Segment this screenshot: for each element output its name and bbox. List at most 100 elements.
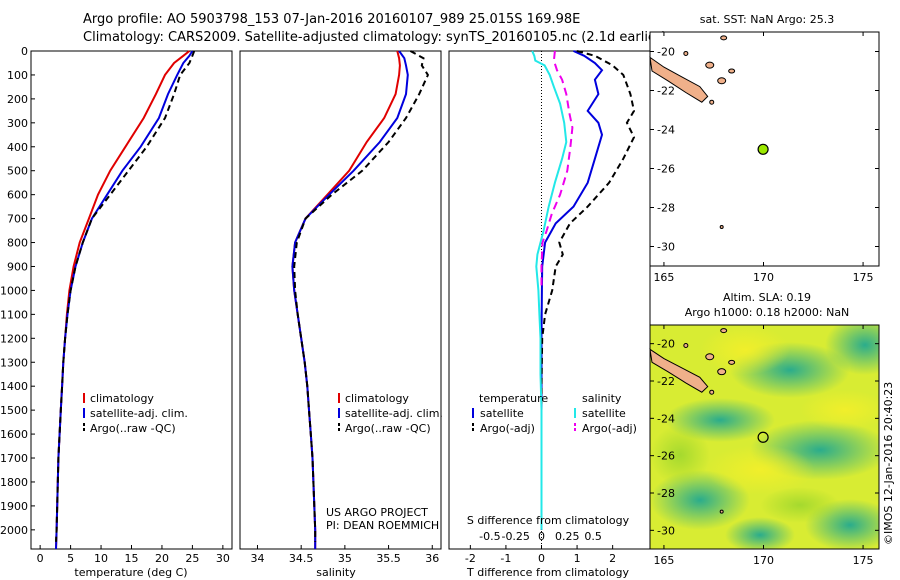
- argo-float-marker: [757, 143, 769, 155]
- legend-title-salinity: salinity: [582, 392, 622, 405]
- legend-label-satellite-t: satellite: [480, 407, 524, 420]
- temperature-xlabel: temperature (deg C): [74, 566, 187, 579]
- t-difference-xlabel: T difference from climatology: [466, 566, 629, 579]
- sst-map-land: [649, 35, 736, 229]
- legend-label-argo-s: Argo(-adj): [582, 422, 637, 435]
- x-tick-label: 5: [67, 552, 74, 565]
- island-land: [728, 68, 736, 74]
- differences-legend: temperature satellite Argo(-adj) salinit…: [472, 392, 637, 435]
- depth-tick-label: 700: [7, 213, 28, 226]
- x-tick-label: 0: [37, 552, 44, 565]
- sla-map-title: Altim. SLA: 0.19: [723, 291, 811, 304]
- depth-tick-label: 1300: [0, 356, 28, 369]
- lon-tick-label: 165: [653, 554, 674, 567]
- legend-label-argo: Argo(..raw -QC): [345, 422, 431, 435]
- depth-tick-label: 400: [7, 141, 28, 154]
- x-tick-label: 10: [94, 552, 108, 565]
- island-land: [683, 50, 689, 56]
- island-land: [728, 359, 736, 365]
- sst-map-panel: sat. SST: NaN Argo: 25.3 165 170 175 -20 -22…: [649, 13, 880, 284]
- sst-map-title: sat. SST: NaN Argo: 25.3: [700, 13, 834, 26]
- x-tick-label: 35: [338, 552, 352, 565]
- depth-tick-label: 1000: [0, 284, 28, 297]
- lon-tick-label: 170: [753, 554, 774, 567]
- temperature-lines: [55, 50, 196, 550]
- temperature-axes-frame: [30, 50, 233, 550]
- sla-heatmap: [650, 325, 879, 549]
- island-land: [705, 353, 715, 361]
- depth-tick-label: 800: [7, 237, 28, 250]
- x-tick-label: 34: [250, 552, 264, 565]
- sla-high-region: [705, 445, 815, 495]
- x-tick-label: 2: [609, 552, 616, 565]
- depth-tick-label: 500: [7, 165, 28, 178]
- temperature-legend: climatology satellite-adj. clim. Argo(..…: [83, 392, 188, 435]
- series-line: [540, 50, 574, 291]
- s-difference-xlabel: S difference from climatology: [467, 514, 630, 527]
- x-tick-label: 15: [125, 552, 139, 565]
- temperature-panel: 0100200300400500600700800900100011001200…: [0, 45, 453, 579]
- sla-map-land: [649, 328, 736, 514]
- s-difference-x-axis: -0.5 -0.25 0 0.25 0.5: [479, 530, 602, 543]
- lat-tick-label: -26: [657, 163, 675, 176]
- lon-tick-label: 175: [853, 554, 874, 567]
- island-land: [719, 225, 724, 229]
- x-tick-label: 0: [538, 552, 545, 565]
- figure-title-line2: Climatology: CARS2009. Satellite-adjuste…: [83, 30, 666, 45]
- depth-tick-label: 1800: [0, 476, 28, 489]
- depth-tick-label: 1400: [0, 380, 28, 393]
- island-land: [720, 328, 728, 334]
- sla-map-subtitle: Argo h1000: 0.18 h2000: NaN: [685, 306, 850, 319]
- argo-float-marker: [757, 431, 769, 443]
- sst-map-marker: [757, 143, 769, 155]
- imos-credit: ©IMOS 12-Jan-2016 20:40:23: [882, 382, 895, 545]
- x-tick-label: 35.5: [376, 552, 401, 565]
- new-caledonia-land: [649, 348, 709, 393]
- island-land: [683, 343, 689, 349]
- t-difference-x-axis: -2 -1 0 1 2: [465, 545, 616, 565]
- island-land: [709, 99, 715, 105]
- lat-tick-label: -30: [657, 524, 675, 537]
- x-tick-label: 1: [574, 552, 581, 565]
- legend-label-climatology: climatology: [90, 392, 154, 405]
- lon-tick-label: 175: [853, 271, 874, 284]
- depth-tick-label: 1900: [0, 500, 28, 513]
- s-diff-tick-label: 0.5: [584, 530, 602, 543]
- salinity-axes-frame: [239, 50, 442, 550]
- salinity-panel: 34 34.5 35 35.5 36 salinity climatology sate…: [239, 50, 443, 579]
- sla-mid-region: [760, 487, 840, 523]
- island-land: [719, 509, 724, 514]
- lat-tick-label: -24: [657, 124, 675, 137]
- new-caledonia-land: [649, 56, 709, 103]
- legend-label-argo: Argo(..raw -QC): [90, 422, 176, 435]
- project-label: US ARGO PROJECT: [326, 506, 428, 519]
- x-tick-label: 25: [185, 552, 199, 565]
- depth-axis: 0 100 200 300 400 500 600 700 800 900 1000 1100 1200…: [0, 45, 453, 537]
- lat-tick-label: -24: [657, 412, 675, 425]
- x-tick-label: 36: [425, 552, 439, 565]
- island-land: [705, 61, 715, 69]
- series-line: [540, 50, 604, 530]
- sla-map-axes: 165 170 175 -20 -22 -24 -26 -28 -30: [650, 325, 879, 567]
- depth-tick-label: 600: [7, 189, 28, 202]
- s-diff-tick-label: -0.5: [479, 530, 500, 543]
- series-line: [293, 50, 430, 542]
- sla-mid-region: [650, 425, 710, 485]
- sla-low-region: [725, 517, 795, 549]
- salinity-xlabel: salinity: [316, 566, 356, 579]
- legend-label-satellite-s: satellite: [582, 407, 626, 420]
- differences-panel: -2 -1 0 1 2 -0.5 -0.25 0 0.25 0.5 T difference f…: [448, 50, 651, 579]
- pi-label: PI: DEAN ROEMMICH: [326, 519, 439, 532]
- lat-tick-label: -28: [657, 202, 675, 215]
- s-diff-tick-label: 0: [538, 530, 545, 543]
- depth-tick-label: 200: [7, 93, 28, 106]
- lat-tick-label: -28: [657, 487, 675, 500]
- depth-tick-label: 900: [7, 260, 28, 273]
- depth-tick-label: 0: [21, 45, 28, 58]
- sla-high-region: [700, 325, 790, 375]
- sla-high-region: [800, 390, 879, 430]
- depth-tick-label: 2000: [0, 524, 28, 537]
- sla-map-marker: [757, 431, 769, 443]
- depth-tick-label: 300: [7, 117, 28, 130]
